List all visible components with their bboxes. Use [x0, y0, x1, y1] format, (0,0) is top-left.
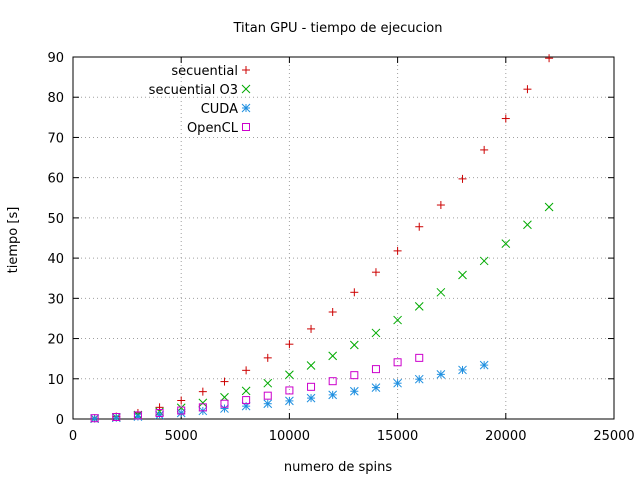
data-point-square [198, 403, 207, 412]
legend-marker-cross [241, 84, 251, 94]
x-tick-label: 25000 [593, 429, 634, 444]
data-point-plus [523, 85, 532, 94]
data-point-square [285, 386, 294, 395]
data-point-star [285, 396, 294, 406]
data-point-cross [501, 239, 511, 248]
data-point-plus [501, 114, 510, 123]
y-tick-label: 50 [47, 212, 64, 227]
grid-lines [73, 57, 614, 419]
data-point-plus [263, 353, 272, 362]
data-point-plus [198, 387, 207, 396]
data-point-plus [307, 324, 316, 333]
legend-marker-plus [242, 66, 250, 74]
data-point-square [371, 365, 380, 374]
y-tick-label: 10 [47, 373, 64, 388]
data-point-plus [545, 54, 554, 63]
x-tick-label: 20000 [485, 429, 526, 444]
data-point-star [306, 393, 316, 403]
data-point-cross [285, 370, 294, 380]
data-point-square [328, 377, 337, 386]
x-tick-label: 5000 [165, 429, 198, 444]
x-tick-label: 15000 [377, 429, 418, 444]
y-tick-label: 70 [47, 131, 64, 146]
y-tick-label: 20 [47, 333, 64, 348]
legend-label: secuential O3 [149, 83, 238, 98]
legend-marker-square [242, 123, 250, 131]
data-point-cross [306, 361, 316, 370]
data-point-star [393, 378, 402, 388]
y-axis-label: tiempo [s] [6, 207, 21, 274]
data-point-plus [242, 366, 251, 375]
legend: secuential secuential O3 CUDA OpenCL [149, 64, 251, 136]
legend-marker-star [241, 103, 251, 113]
data-point-star [263, 399, 273, 409]
data-point-cross [436, 287, 446, 297]
y-tick-label: 60 [47, 172, 64, 187]
data-point-star [176, 408, 186, 418]
data-point-star [371, 383, 381, 392]
data-point-plus [480, 145, 489, 154]
data-point-cross [198, 398, 208, 408]
data-point-square [242, 396, 251, 405]
legend-label: OpenCL [187, 121, 239, 136]
data-point-star [436, 369, 446, 379]
data-point-star [349, 386, 359, 396]
data-point-cross [544, 202, 554, 212]
data-point-square [415, 353, 424, 362]
data-point-square [155, 408, 164, 417]
data-point-square [90, 414, 99, 423]
data-point-plus [436, 201, 445, 210]
data-point-cross [393, 315, 402, 325]
data-point-plus [371, 268, 380, 277]
data-point-square [393, 358, 402, 367]
legend-label: CUDA [201, 102, 238, 117]
data-point-cross [458, 270, 467, 280]
data-point-star [479, 360, 489, 370]
chart-title: Titan GPU - tiempo de ejecucion [232, 21, 442, 36]
data-point-plus [285, 340, 294, 349]
y-tick-label: 90 [47, 51, 64, 66]
data-point-square [263, 391, 272, 400]
data-point-star [220, 404, 229, 413]
data-point-plus [155, 403, 164, 412]
plot-area-border [72, 56, 615, 420]
data-point-square [350, 371, 359, 380]
data-point-cross [328, 351, 338, 361]
y-tick-label: 80 [47, 91, 64, 106]
data-point-cross [349, 340, 359, 350]
data-point-plus [177, 396, 186, 405]
x-axis-label: numero de spins [284, 460, 393, 475]
data-point-plus [415, 222, 424, 231]
data-point-square [220, 399, 229, 408]
data-point-square [133, 411, 142, 420]
data-point-cross [241, 386, 251, 396]
data-point-star [328, 390, 338, 400]
x-tick-label: 0 [69, 429, 77, 444]
data-point-plus [458, 174, 467, 183]
y-tick-label: 40 [47, 252, 64, 267]
y-tick-label: 30 [47, 292, 64, 307]
data-point-cross [479, 256, 489, 266]
legend-label: secuential [171, 64, 238, 79]
data-point-cross [414, 302, 424, 311]
data-point-square [177, 406, 186, 415]
data-points [90, 54, 554, 423]
data-point-cross [523, 220, 532, 230]
y-tick-label: 0 [56, 413, 64, 428]
data-point-star [458, 365, 467, 375]
data-point-plus [350, 288, 359, 297]
data-point-square [307, 382, 316, 391]
data-point-cross [263, 378, 273, 388]
axis-ticks: 0 5000 10000 15000 20000 25000 0 10 20 30 40 50 60 70… [47, 51, 634, 444]
data-point-plus [220, 377, 229, 386]
data-point-square [112, 412, 121, 421]
x-tick-label: 10000 [269, 429, 310, 444]
data-point-cross [371, 328, 381, 338]
data-point-plus [328, 308, 337, 317]
data-point-plus [393, 246, 402, 255]
data-point-star [133, 412, 143, 421]
data-point-star [155, 410, 164, 420]
data-point-star [414, 374, 424, 384]
